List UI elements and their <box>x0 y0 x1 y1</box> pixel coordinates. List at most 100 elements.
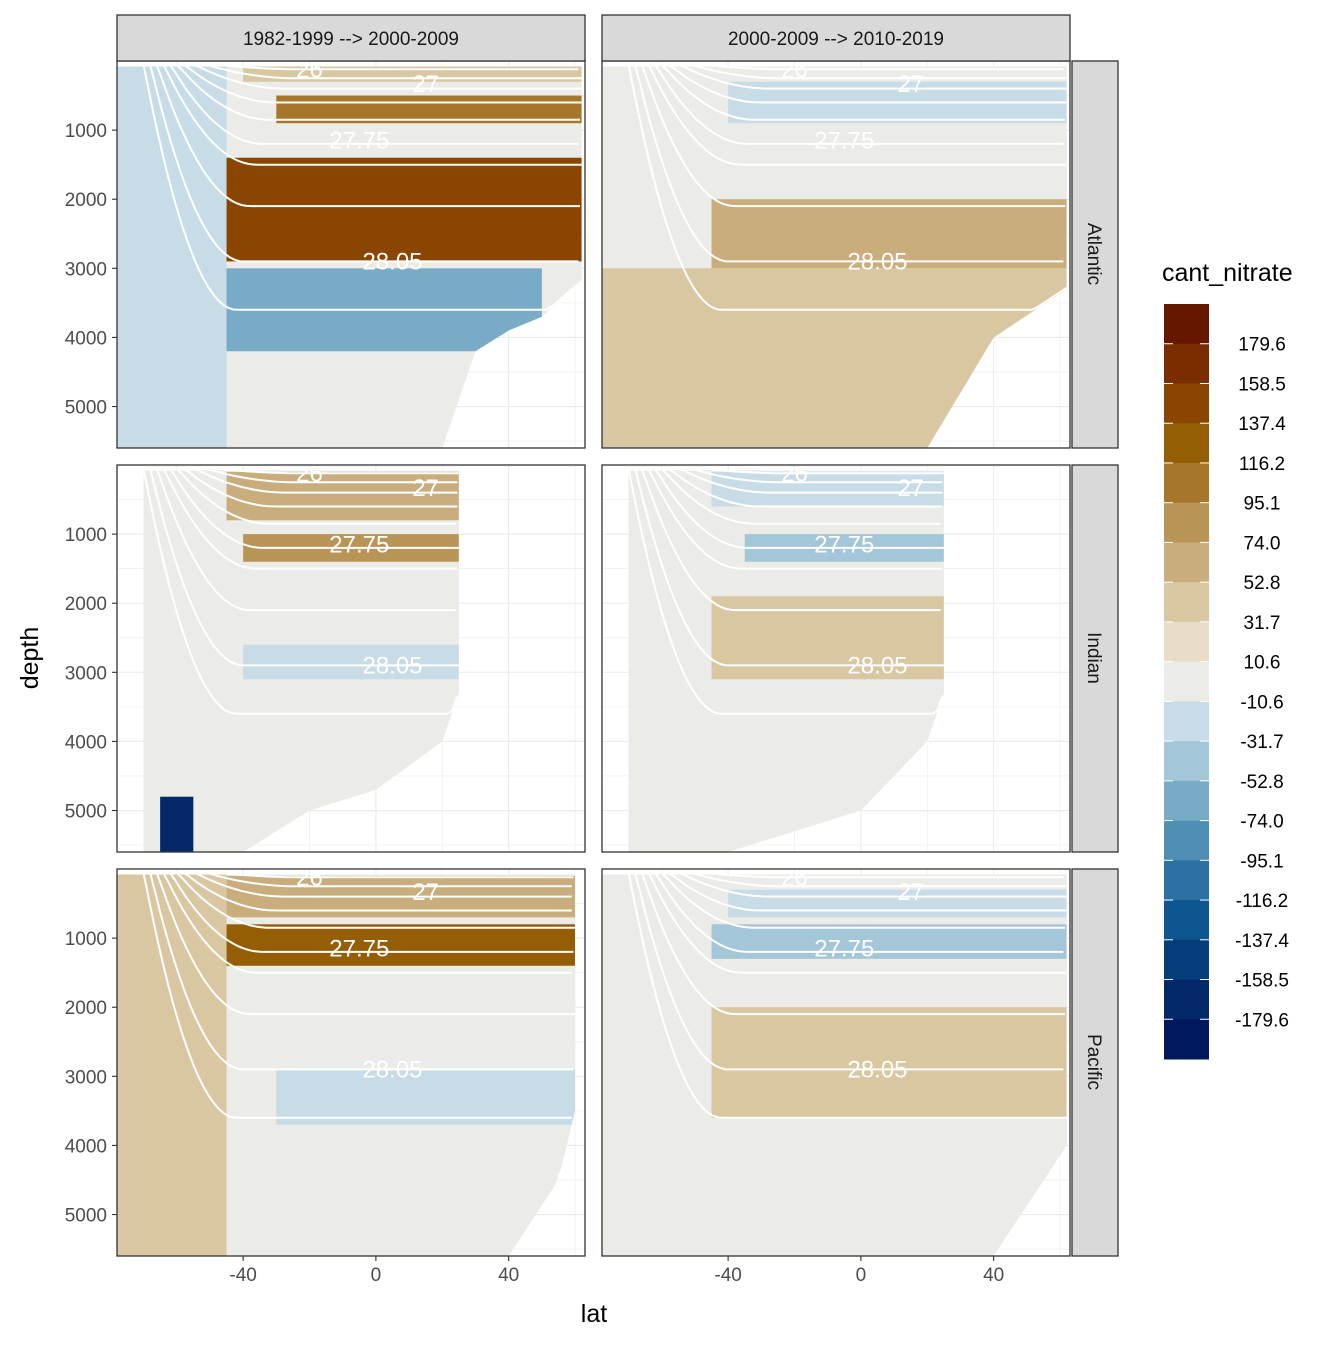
isopycnal-line <box>661 874 1065 929</box>
isopycnal-line <box>203 874 572 888</box>
y-tick-label: 2000 <box>65 594 107 615</box>
y-tick-label: 2000 <box>65 998 107 1019</box>
isopycnal-line <box>176 470 456 525</box>
isopycnal-label: 27 <box>412 879 439 906</box>
y-tick-label: 4000 <box>65 732 107 753</box>
legend-swatch <box>1164 343 1209 384</box>
legend: cant_nitrate 179.6 158.5 137.4 116.2 95.1 74.… <box>1162 259 1293 1060</box>
isopycnal-line <box>647 470 943 570</box>
panel-pacific-period2: 26 27 27.75 28.05 <box>601 864 1071 1257</box>
isopycnal-label: 27.75 <box>814 127 874 154</box>
isopycnal-line <box>169 66 579 145</box>
x-tick-label: 0 <box>371 1265 382 1286</box>
isopycnal-line <box>654 470 944 549</box>
legend-label: 179.6 <box>1238 335 1286 356</box>
isopycnal-line <box>155 874 575 1016</box>
panel-border <box>601 868 1071 1257</box>
cant-nitrate-field <box>602 874 1067 1256</box>
row-strip-atlantic: Atlantic <box>1071 60 1119 449</box>
column-strip-2: 2000-2009 --> 2010-2019 <box>601 14 1071 62</box>
isopycnal-line <box>209 66 579 71</box>
isopycnal-line <box>162 470 458 570</box>
isopycnal-line <box>176 66 580 121</box>
isopycnal-label: 26 <box>296 864 323 891</box>
x-tick-label: 40 <box>983 1265 1004 1286</box>
legend-swatch <box>1164 820 1209 861</box>
x-tick-label: -40 <box>714 1265 741 1286</box>
isopycnal-line <box>155 470 456 612</box>
isopycnal-line <box>162 874 572 974</box>
isopycnal-line <box>654 874 1064 953</box>
isopycnal-label: 27.75 <box>329 127 389 154</box>
isopycnal-label: 28.05 <box>847 652 907 679</box>
panel-border <box>601 464 1071 853</box>
legend-label: 137.4 <box>1238 414 1286 435</box>
anomaly-region <box>160 796 194 852</box>
isopycnal-line <box>193 66 582 90</box>
anomaly-region <box>728 889 1067 918</box>
isopycnal-line <box>628 470 944 715</box>
isopycnal-label: 26 <box>296 460 323 487</box>
axes: -40 -40 0 0 40 40 1000 1000 1000 2000 2000 2000 3000… <box>65 121 1005 1286</box>
isopycnal-line <box>193 470 458 494</box>
x-tick-label: -40 <box>229 1265 256 1286</box>
isopycnal-line <box>688 470 943 484</box>
isopycnal-line <box>169 470 459 549</box>
isopycnal-line <box>203 66 582 80</box>
legend-label: -179.6 <box>1235 1010 1289 1031</box>
isopycnal-label: 27 <box>897 879 924 906</box>
isopycnal-line <box>162 66 582 166</box>
legend-swatch <box>1164 423 1209 464</box>
y-tick-label: 5000 <box>65 802 107 823</box>
panel-border <box>116 464 586 853</box>
isopycnal-label: 28.05 <box>362 1056 422 1083</box>
anomaly-region <box>711 924 1067 959</box>
anomaly-region <box>226 924 576 966</box>
isopycnal-line <box>209 874 574 879</box>
x-tick-label: 40 <box>498 1265 519 1286</box>
isopycnal-label: 27 <box>897 475 924 502</box>
anomaly-region <box>226 157 582 262</box>
anomaly-region <box>711 596 944 680</box>
y-tick-label: 2000 <box>65 190 107 211</box>
x-axis-title: lat <box>581 1300 607 1328</box>
legend-label: 158.5 <box>1238 374 1286 395</box>
isopycnal-line <box>688 874 1067 888</box>
column-strip-label: 1982-1999 --> 2000-2009 <box>243 29 459 50</box>
legend-swatch <box>1164 542 1209 583</box>
isopycnal-label: 27.75 <box>814 935 874 962</box>
legend-swatch <box>1164 383 1209 424</box>
isopycnal-line <box>640 66 1065 208</box>
isopycnal-label: 28.05 <box>362 248 422 275</box>
legend-swatch <box>1164 701 1209 742</box>
legend-label: -95.1 <box>1240 851 1283 872</box>
isopycnal-line <box>688 66 1067 80</box>
strip-background <box>601 14 1071 62</box>
legend-label: 116.2 <box>1239 454 1285 475</box>
isopycnal-line <box>155 66 580 208</box>
isopycnal-line <box>694 874 1064 879</box>
legend-swatch <box>1164 939 1209 981</box>
panel-border <box>116 868 586 1257</box>
legend-label: 74.0 <box>1244 533 1281 554</box>
isopycnal-line <box>193 874 572 898</box>
legend-title: cant_nitrate <box>1162 259 1293 287</box>
isopycnal-line <box>149 470 459 667</box>
isopycnal-line <box>182 470 458 508</box>
isopycnal-label: 28.05 <box>362 652 422 679</box>
isopycnal-line <box>149 66 579 263</box>
isopycnal-line <box>647 66 1067 166</box>
y-tick-label: 3000 <box>65 663 107 684</box>
anomaly-region <box>711 471 944 507</box>
isopycnal-label: 27 <box>897 71 924 98</box>
isopycnal-line <box>142 874 572 1119</box>
legend-swatch <box>1164 860 1209 901</box>
isopycnal-line <box>634 66 1064 263</box>
anomaly-region <box>276 1069 576 1125</box>
